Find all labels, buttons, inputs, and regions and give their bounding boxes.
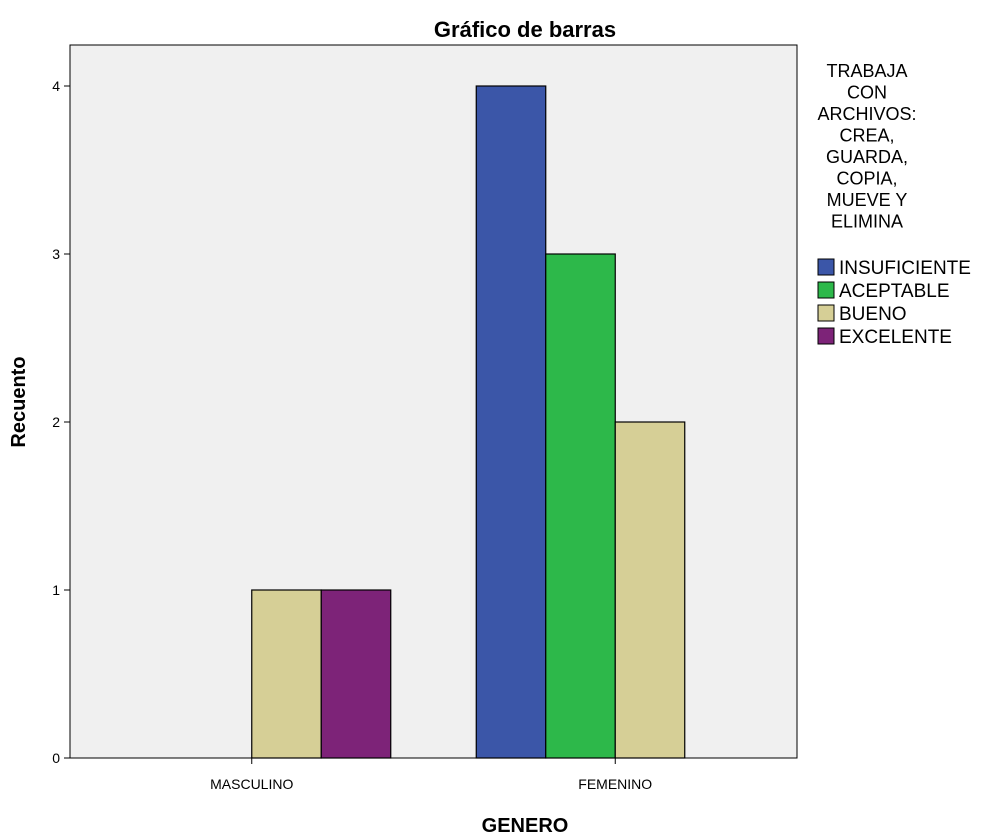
bar-bueno-masculino (251, 589, 322, 759)
legend-title-line: MUEVE Y (827, 190, 908, 210)
legend: TRABAJACONARCHIVOS:CREA,GUARDA,COPIA,MUE… (817, 61, 970, 348)
y-tick-label: 0 (52, 750, 60, 766)
y-axis-label: Recuento (8, 356, 30, 447)
legend-label: INSUFICIENTE (839, 258, 971, 279)
x-axis: MASCULINO FEMENINO (210, 758, 652, 792)
bar-aceptable-femenino (545, 253, 616, 759)
legend-title-line: ELIMINA (831, 212, 903, 232)
legend-swatch (817, 304, 835, 322)
legend-title-line: ARCHIVOS: (817, 104, 916, 124)
legend-title-line: GUARDA, (826, 147, 908, 167)
bar-insuficiente-femenino (475, 85, 547, 759)
legend-label: ACEPTABLE (839, 281, 950, 302)
legend-swatch (817, 258, 835, 276)
legend-title-line: CREA, (839, 126, 894, 146)
legend-label: EXCELENTE (839, 327, 952, 348)
legend-swatch (817, 327, 835, 345)
bars-layer (251, 85, 686, 759)
legend-title-line: TRABAJA (826, 61, 907, 81)
y-tick-label: 1 (52, 582, 60, 598)
y-tick-label: 4 (52, 78, 60, 94)
x-axis-label: GENERO (482, 815, 569, 836)
x-tick-label: FEMENINO (578, 776, 652, 792)
chart-title: Gráfico de barras (434, 17, 616, 42)
legend-title-line: CON (847, 83, 887, 103)
y-tick-label: 3 (52, 246, 60, 262)
y-tick-label: 2 (52, 414, 60, 430)
plot-area (69, 44, 798, 759)
x-tick-label: MASCULINO (210, 776, 293, 792)
legend-title-line: COPIA, (836, 169, 897, 189)
bar-excelente-masculino (320, 589, 392, 759)
y-axis: 0 1 2 3 4 (52, 78, 70, 766)
legend-swatch (817, 281, 835, 299)
bar-bueno-femenino (614, 421, 686, 759)
legend-label: BUENO (839, 304, 907, 325)
